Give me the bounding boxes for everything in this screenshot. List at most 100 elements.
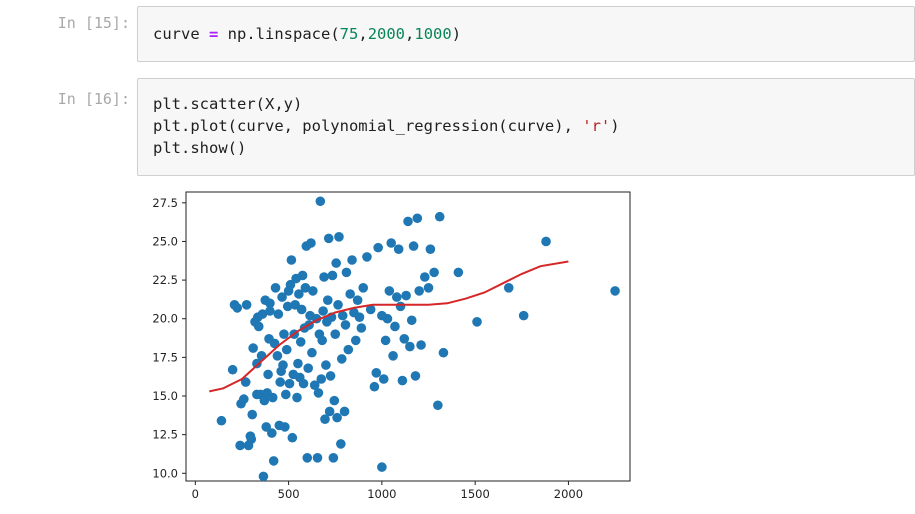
scatter-point xyxy=(216,415,227,426)
code-cell-16[interactable]: plt.scatter(X,y) plt.plot(curve, polynom… xyxy=(137,78,915,176)
scatter-point xyxy=(235,440,245,451)
scatter-point xyxy=(297,270,308,281)
scatter-point xyxy=(303,363,313,373)
scatter-point xyxy=(309,380,320,390)
scatter-point xyxy=(312,453,323,463)
scatter-point xyxy=(279,329,289,339)
scatter-point xyxy=(232,303,243,313)
scatter-point xyxy=(416,340,426,350)
scatter-point xyxy=(284,378,295,389)
axis-ticks: 0 500 1000 1500 2000 10.0 12.5 15.0 17.5 20.0 22.5… xyxy=(152,196,583,501)
code-token: = xyxy=(209,25,219,43)
scatter-point xyxy=(419,272,430,282)
code-cell-15[interactable]: curve = np.linspace(75,2000,1000) xyxy=(137,6,915,62)
scatter-point xyxy=(241,300,252,310)
scatter-point xyxy=(257,309,268,319)
scatter-point xyxy=(265,298,275,309)
scatter-point xyxy=(293,358,303,369)
scatter-point xyxy=(323,233,334,244)
scatter-point xyxy=(332,412,342,423)
scatter-point xyxy=(318,306,328,316)
scatter-point xyxy=(610,286,620,296)
scatter-point xyxy=(354,312,365,322)
scatter-point xyxy=(392,292,402,302)
code-token: plt.plot(curve, polynomial_regression(cu… xyxy=(153,117,583,135)
y-tick-label: 15.0 xyxy=(152,389,178,403)
scatter-point xyxy=(308,286,318,296)
scatter-point xyxy=(246,434,257,445)
scatter-point xyxy=(275,377,286,387)
y-tick-label: 17.5 xyxy=(152,350,178,364)
scatter-series xyxy=(216,196,620,482)
code-token: 75 xyxy=(339,25,359,43)
scatter-point xyxy=(503,283,514,293)
scatter-point xyxy=(330,329,341,339)
scatter-point xyxy=(270,283,281,293)
scatter-point xyxy=(341,267,352,278)
scatter-point xyxy=(362,252,372,262)
code-editor[interactable]: plt.scatter(X,y) plt.plot(curve, polynom… xyxy=(138,79,914,159)
scatter-point xyxy=(325,371,336,381)
scatter-point xyxy=(278,360,288,370)
scatter-point xyxy=(406,315,417,326)
scatter-point xyxy=(358,283,369,293)
scatter-point xyxy=(287,432,298,443)
scatter-point xyxy=(315,196,326,207)
code-token: 'r' xyxy=(582,117,611,135)
y-tick-label: 20.0 xyxy=(152,312,178,326)
scatter-point xyxy=(336,439,346,449)
code-token: 1000 xyxy=(414,25,452,43)
scatter-point xyxy=(414,286,424,296)
code-token: 2000 xyxy=(367,25,406,43)
scatter-point xyxy=(259,395,270,406)
scatter-point xyxy=(306,238,316,248)
scatter-point xyxy=(300,283,311,293)
scatter-point xyxy=(282,301,293,312)
scatter-point xyxy=(373,242,383,253)
scatter-point xyxy=(371,368,382,378)
scatter-point xyxy=(369,381,380,392)
scatter-point xyxy=(518,310,529,321)
scatter-point xyxy=(382,313,393,324)
scatter-point xyxy=(239,394,249,404)
scatter-point xyxy=(410,371,421,381)
scatter-point xyxy=(412,213,423,224)
x-tick-label: 500 xyxy=(278,487,300,501)
scatter-point xyxy=(286,255,297,265)
scatter-point xyxy=(313,388,324,398)
scatter-point xyxy=(319,272,329,282)
scatter-point xyxy=(322,295,333,305)
x-tick-label: 0 xyxy=(192,487,199,501)
code-token: plt.show() xyxy=(153,139,247,157)
scatter-point xyxy=(329,395,340,406)
scatter-point xyxy=(317,335,327,346)
scatter-point xyxy=(252,358,262,369)
scatter-point xyxy=(472,317,482,327)
scatter-point xyxy=(345,289,355,299)
code-editor[interactable]: curve = np.linspace(75,2000,1000) xyxy=(138,7,914,45)
scatter-point xyxy=(393,244,404,254)
scatter-point xyxy=(328,453,339,463)
scatter-point xyxy=(429,267,439,278)
scatter-point xyxy=(280,422,290,432)
scatter-point xyxy=(541,236,551,247)
scatter-point xyxy=(378,374,389,384)
scatter-point xyxy=(240,377,251,387)
scatter-point xyxy=(273,309,284,319)
scatter-point xyxy=(438,347,449,358)
scatter-point xyxy=(337,310,348,321)
code-token: ) xyxy=(451,25,462,43)
scatter-point xyxy=(397,375,408,386)
code-token: plt.scatter(X,y) xyxy=(153,95,303,113)
scatter-point xyxy=(294,289,304,299)
code-token: , xyxy=(405,25,415,43)
y-tick-label: 12.5 xyxy=(152,428,178,442)
scatter-point xyxy=(258,471,269,482)
scatter-point xyxy=(403,216,413,227)
scatter-point xyxy=(277,292,287,302)
scatter-point xyxy=(350,335,361,346)
y-tick-label: 25.0 xyxy=(152,234,178,248)
cell-prompt-15: In [15]: xyxy=(57,14,130,32)
scatter-point xyxy=(272,351,283,361)
y-tick-label: 10.0 xyxy=(152,466,178,480)
